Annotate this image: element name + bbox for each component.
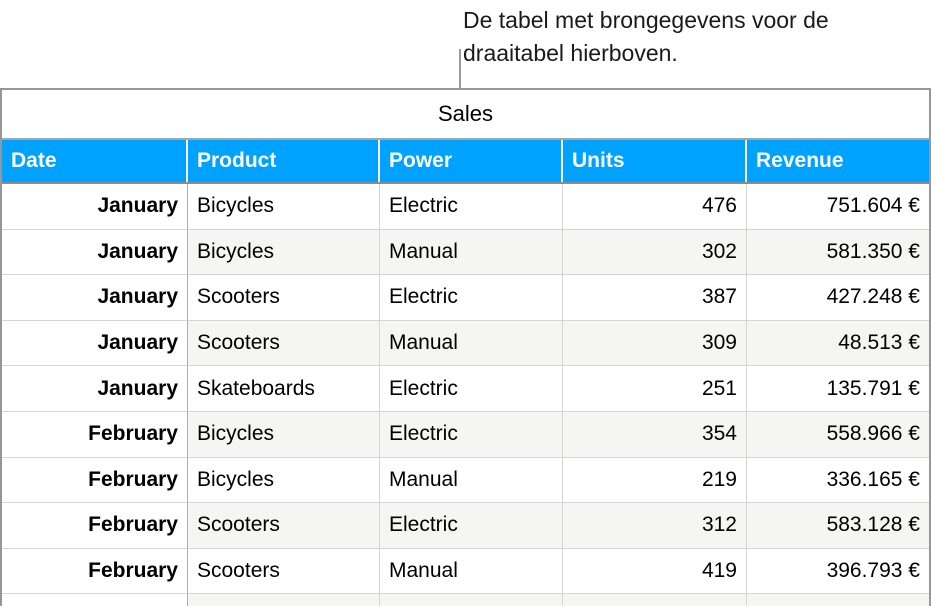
table-cell[interactable]: February — [2, 503, 188, 549]
table-row: January Bicycles Manual 302 581.350 € — [2, 229, 929, 276]
table-cell[interactable]: 309 — [563, 320, 747, 367]
column-header-revenue[interactable]: Revenue — [747, 140, 929, 182]
table-cell[interactable]: February — [2, 548, 188, 595]
table-cell[interactable]: 476 — [563, 184, 747, 230]
table-cell[interactable]: 312 — [563, 503, 747, 549]
table-cell[interactable]: 354 — [563, 411, 747, 458]
table-cell[interactable]: Electric — [380, 411, 563, 458]
table-cell[interactable]: 302 — [563, 229, 747, 276]
table-cell[interactable]: 396.793 € — [747, 548, 929, 595]
table-cell[interactable]: February — [2, 457, 188, 504]
table-row: February Bicycles Electric 354 558.966 € — [2, 411, 929, 458]
table-cell[interactable]: Electric — [380, 503, 563, 549]
table-cell[interactable]: February — [2, 411, 188, 458]
table-cell[interactable]: Electric — [380, 275, 563, 321]
table-cell[interactable]: Bicycles — [188, 184, 380, 230]
table-row-partial — [2, 594, 929, 606]
table-cell[interactable]: 135.791 € — [747, 366, 929, 412]
table-cell[interactable] — [380, 594, 563, 606]
table-cell[interactable]: 558.966 € — [747, 411, 929, 458]
table-cell[interactable]: Manual — [380, 229, 563, 276]
caption: De tabel met brongegevens voor de draait… — [463, 4, 829, 70]
table-cell[interactable] — [747, 594, 929, 606]
table-cell[interactable]: Scooters — [188, 320, 380, 367]
table-cell[interactable]: Manual — [380, 457, 563, 504]
table-cell[interactable]: Bicycles — [188, 411, 380, 458]
table-cell[interactable]: 48.513 € — [747, 320, 929, 367]
caption-line-2: draaitabel hierboven. — [463, 40, 678, 66]
table-row: January Scooters Manual 309 48.513 € — [2, 320, 929, 367]
table-cell[interactable]: 583.128 € — [747, 503, 929, 549]
table-cell[interactable]: 387 — [563, 275, 747, 321]
table-cell[interactable]: 419 — [563, 548, 747, 595]
table-header-row: Date Product Power Units Revenue — [2, 140, 929, 184]
column-header-date[interactable]: Date — [2, 140, 188, 182]
table-cell[interactable]: Manual — [380, 320, 563, 367]
table-cell[interactable]: 336.165 € — [747, 457, 929, 504]
table-cell[interactable]: January — [2, 229, 188, 276]
table-cell[interactable]: Electric — [380, 184, 563, 230]
table-row: February Scooters Electric 312 583.128 € — [2, 503, 929, 549]
table-cell[interactable]: Electric — [380, 366, 563, 412]
table-cell[interactable]: Skateboards — [188, 366, 380, 412]
table-cell[interactable] — [563, 594, 747, 606]
table-title-cell[interactable]: Sales — [2, 90, 929, 140]
column-header-product[interactable]: Product — [188, 140, 380, 182]
table-cell[interactable]: Scooters — [188, 548, 380, 595]
table-row: January Bicycles Electric 476 751.604 € — [2, 184, 929, 230]
table-cell[interactable]: January — [2, 366, 188, 412]
table-cell[interactable]: January — [2, 275, 188, 321]
table-cell[interactable]: Bicycles — [188, 229, 380, 276]
table-body: January Bicycles Electric 476 751.604 € Janua… — [2, 184, 929, 606]
table-cell[interactable]: Bicycles — [188, 457, 380, 504]
caption-line-1: De tabel met brongegevens voor de — [463, 7, 829, 33]
table-cell[interactable]: January — [2, 184, 188, 230]
table-cell[interactable]: 581.350 € — [747, 229, 929, 276]
table-cell[interactable]: 251 — [563, 366, 747, 412]
caption-connector-line — [459, 49, 461, 88]
table-row: January Skateboards Electric 251 135.791 € — [2, 366, 929, 412]
table-cell[interactable]: 751.604 € — [747, 184, 929, 230]
table-cell[interactable] — [188, 594, 380, 606]
column-header-units[interactable]: Units — [563, 140, 747, 182]
table-cell[interactable]: Scooters — [188, 275, 380, 321]
table-row: January Scooters Electric 387 427.248 € — [2, 275, 929, 321]
table-row: February Bicycles Manual 219 336.165 € — [2, 457, 929, 504]
column-header-power[interactable]: Power — [380, 140, 563, 182]
table-cell[interactable]: Manual — [380, 548, 563, 595]
table-row: February Scooters Manual 419 396.793 € — [2, 548, 929, 595]
sales-source-table: Sales Date Product Power Units Revenue Janua… — [0, 88, 931, 606]
table-cell[interactable] — [2, 594, 188, 606]
table-cell[interactable]: 219 — [563, 457, 747, 504]
table-cell[interactable]: January — [2, 320, 188, 367]
table-cell[interactable]: 427.248 € — [747, 275, 929, 321]
table-cell[interactable]: Scooters — [188, 503, 380, 549]
